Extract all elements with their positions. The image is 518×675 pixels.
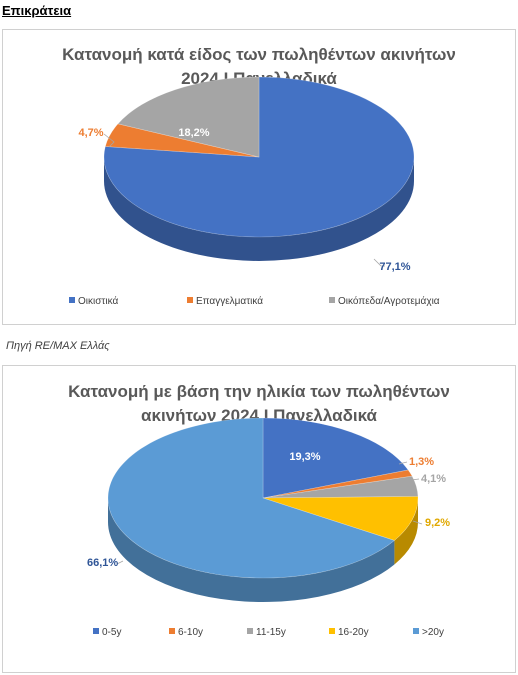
page-heading: Επικράτεια [2,3,72,18]
chart-title: Κατανομή κατά είδος των πωληθέντων ακινή… [62,45,456,64]
legend-swatch [329,297,335,303]
pie-slice-side [108,498,395,602]
legend-label: 16-20y [338,627,369,638]
pie-slices [107,417,419,579]
legend-swatch [329,628,335,634]
leader-line [410,478,420,481]
data-label: 1,3% [409,456,434,468]
data-label: 19,3% [289,451,320,463]
pie-slice [104,123,260,158]
pie-slice-side [104,157,414,261]
data-label: 77,1% [379,261,410,273]
data-label: 4,1% [421,473,446,485]
data-label: 4,7% [78,127,103,139]
pie-slice [103,76,415,238]
leader-line [116,560,124,565]
chart-title: Κατανομή με βάση την ηλικία των πωληθέντ… [68,382,450,401]
legend-label: Οικόπεδα/Αγροτεμάχια [338,295,440,307]
legend-swatch [69,297,75,303]
chart-title: ακινήτων 2024 Ι Πανελλαδικά [141,406,377,425]
pie-slice-side [394,498,418,565]
legend-label: 6-10y [178,627,203,638]
legend-swatch [169,628,175,634]
pie-chart-svg: Κατανομή με βάση την ηλικία των πωληθέντ… [68,382,450,638]
pie-chart-svg: Κατανομή κατά είδος των πωληθέντων ακινή… [62,45,456,307]
pie-slice [107,417,396,579]
legend-label: >20y [422,627,444,638]
legend-label: Οικιστικά [78,295,118,307]
legend-swatch [93,628,99,634]
leader-line [412,520,423,525]
pie-slice [262,417,409,499]
legend-swatch [247,628,253,634]
leader-line [103,133,115,148]
source-note: Πηγή RE/MAX Ελλάς [6,340,110,352]
pie-slice [117,76,260,158]
pie-sides [104,157,414,261]
legend-swatch [187,297,193,303]
legend-label: Επαγγελματικά [196,295,263,307]
legend-label: 0-5y [102,627,121,638]
pie-sides [108,498,418,602]
legend-swatch [413,628,419,634]
legend-label: 11-15y [256,627,286,638]
pie-slice [262,496,419,541]
data-label: 18,2% [178,127,209,139]
pie-slices [103,76,415,238]
leader-line [398,461,408,465]
chart-type-distribution: Κατανομή κατά είδος των πωληθέντων ακινή… [2,29,516,325]
data-label: 66,1% [87,557,118,569]
data-label: 9,2% [425,517,450,529]
chart-age-distribution: Κατανομή με βάση την ηλικία των πωληθέντ… [2,365,516,673]
leader-line [373,258,385,267]
pie-slice [262,475,419,499]
pie-slice [262,469,413,499]
